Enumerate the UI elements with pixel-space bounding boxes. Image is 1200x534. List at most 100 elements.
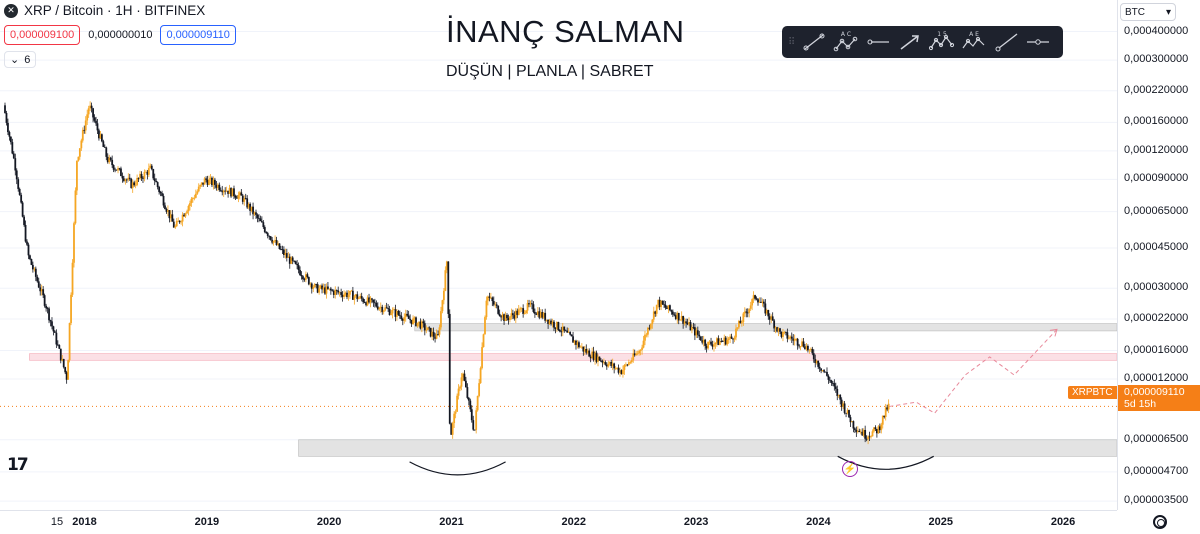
candle-down xyxy=(538,311,541,318)
candle-down xyxy=(500,316,503,318)
candle-down xyxy=(532,304,535,312)
buy-price-button[interactable]: 0,000009110 xyxy=(160,25,236,45)
drag-handle-icon[interactable]: ⠿ xyxy=(788,36,795,48)
candle-down xyxy=(121,176,124,179)
candle-up xyxy=(644,334,646,341)
candle-up xyxy=(359,296,362,298)
elliott-correction-icon[interactable]: A E xyxy=(958,26,990,58)
candle-up xyxy=(250,206,253,211)
candle-down xyxy=(156,182,159,188)
candle-up xyxy=(379,306,382,308)
candle-down xyxy=(296,263,299,266)
candle-up xyxy=(442,290,445,301)
candle-up xyxy=(801,341,803,347)
candle-up xyxy=(416,322,419,326)
candle-down xyxy=(161,193,163,196)
candle-down xyxy=(255,212,257,215)
projection-path xyxy=(889,329,1058,414)
candle-down xyxy=(54,331,56,333)
zone-support xyxy=(298,439,1117,457)
candle-down xyxy=(773,320,776,329)
candle-down xyxy=(746,312,749,314)
candle-down xyxy=(275,239,278,246)
time-axis[interactable] xyxy=(0,510,1117,534)
candle-down xyxy=(125,179,128,181)
candle-up xyxy=(736,327,739,329)
candle-up xyxy=(177,220,180,222)
candle-up xyxy=(708,341,711,343)
candle-up xyxy=(748,308,751,313)
ray-icon[interactable] xyxy=(990,26,1022,58)
price-chart[interactable] xyxy=(0,0,1117,510)
horizontal-ray-icon[interactable] xyxy=(862,26,894,58)
price-scale[interactable] xyxy=(1117,0,1200,510)
candle-up xyxy=(647,327,649,335)
candle-up xyxy=(520,308,523,309)
candle-down xyxy=(153,178,156,181)
candle-down xyxy=(831,382,834,384)
candle-down xyxy=(429,327,432,337)
candle-down xyxy=(796,338,799,346)
lightning-icon[interactable]: ⚡ xyxy=(842,461,858,477)
candle-up xyxy=(190,198,193,204)
candle-down xyxy=(130,178,133,189)
candle-up xyxy=(639,349,642,351)
indicators-count: 6 xyxy=(24,53,31,66)
candle-up xyxy=(523,313,526,314)
candle-up xyxy=(435,334,438,339)
candle-down xyxy=(601,360,604,363)
candle-up xyxy=(702,339,705,343)
candle-down xyxy=(11,142,14,154)
candle-up xyxy=(718,341,721,345)
candle-down xyxy=(291,257,294,261)
candle-up xyxy=(243,198,246,202)
arrow-icon[interactable] xyxy=(894,26,926,58)
candle-down xyxy=(263,227,266,232)
candle-down xyxy=(329,288,332,291)
candle-down xyxy=(321,285,323,290)
candle-down xyxy=(658,299,661,308)
gear-icon[interactable] xyxy=(1153,515,1167,529)
candle-up xyxy=(167,210,169,212)
candle-down xyxy=(158,187,161,192)
candle-down xyxy=(337,290,340,293)
candle-down xyxy=(288,256,291,264)
horizontal-line-icon[interactable] xyxy=(1022,26,1054,58)
candle-down xyxy=(351,290,354,300)
candle-up xyxy=(642,340,645,348)
candle-down xyxy=(428,327,431,329)
candle-down xyxy=(768,316,771,320)
candle-down xyxy=(140,173,143,179)
candle-up xyxy=(73,223,75,263)
candle-down xyxy=(886,407,889,410)
currency-select[interactable]: BTC ▾ xyxy=(1120,3,1176,21)
candle-up xyxy=(652,311,655,320)
symbol-legend[interactable]: ✕ XRP / Bitcoin · 1H · BITFINEX xyxy=(4,3,205,18)
indicators-toggle[interactable]: ⌄ 6 xyxy=(4,51,37,68)
candle-up xyxy=(484,317,486,335)
abc-pattern-icon[interactable]: A C xyxy=(830,26,862,58)
candle-down xyxy=(488,296,491,298)
candle-down xyxy=(853,428,856,430)
chevron-down-icon: ⌄ xyxy=(10,54,20,66)
candle-down xyxy=(260,221,263,223)
candle-up xyxy=(680,316,683,320)
candle-down xyxy=(686,322,689,325)
trend-line-icon[interactable] xyxy=(798,26,830,58)
sell-price-button[interactable]: 0,000009100 xyxy=(4,25,81,45)
candle-up xyxy=(136,177,139,185)
candle-down xyxy=(48,308,50,321)
candle-up xyxy=(789,336,792,339)
elliott-impulse-icon[interactable]: 1 5 xyxy=(926,26,958,58)
candle-up xyxy=(777,328,780,332)
candle-down xyxy=(146,171,149,175)
candle-down xyxy=(858,430,861,433)
candle-down xyxy=(45,305,47,309)
candle-down xyxy=(598,356,601,361)
candle-up xyxy=(70,294,72,324)
candle-up xyxy=(147,167,150,175)
candle-down xyxy=(547,319,550,324)
candle-down xyxy=(558,330,561,332)
candle-up xyxy=(517,309,520,315)
candle-down xyxy=(376,306,379,310)
